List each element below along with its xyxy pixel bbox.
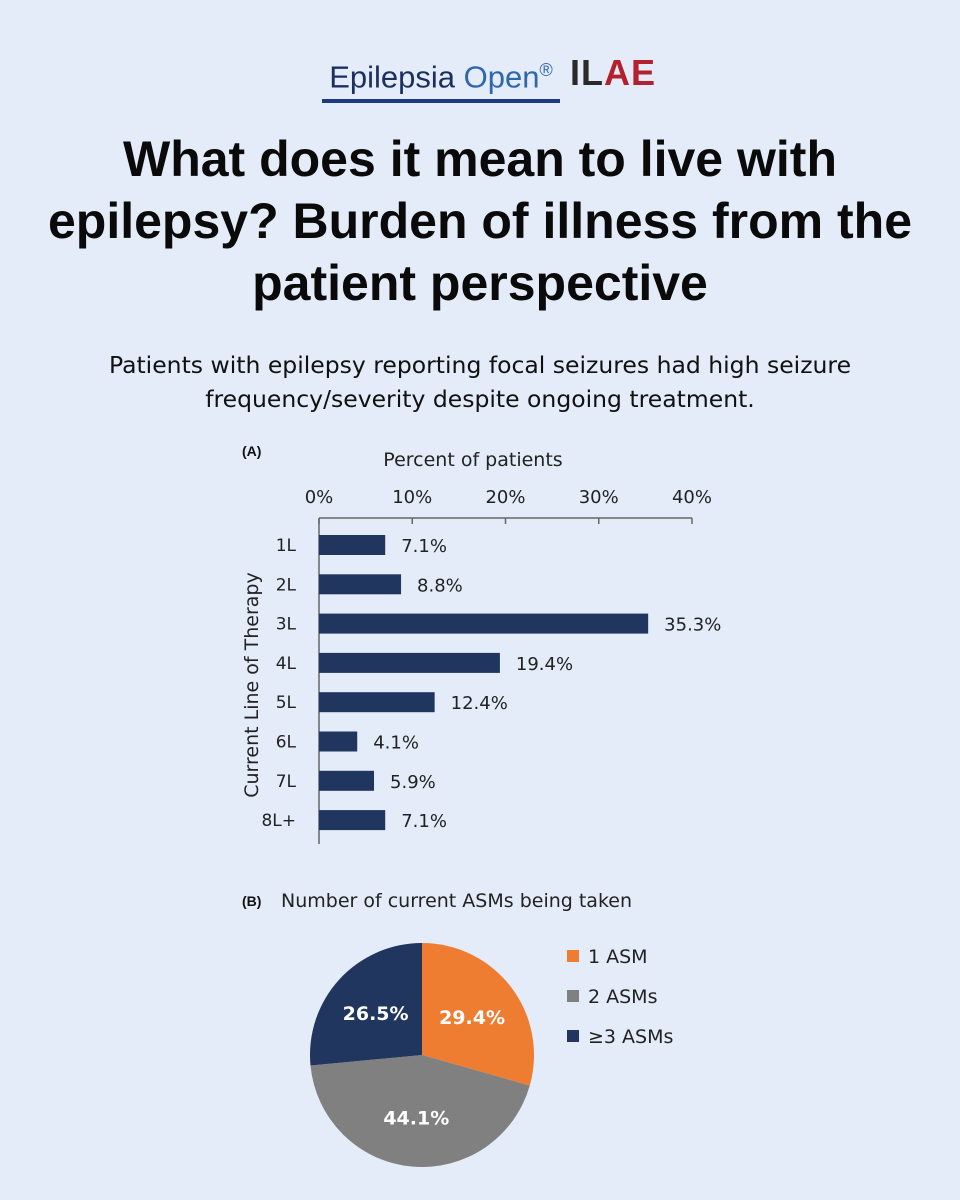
- legend-swatch: [567, 1030, 579, 1042]
- bar: [319, 770, 375, 791]
- x-tick-label: 20%: [485, 487, 525, 508]
- bar-value-label: 5.9%: [390, 772, 436, 793]
- bar-layer: 0% 10% 20% 30% 40% 1L 7.1% 2L 8.8% 3L 35.3% 4L 19.4%…: [261, 487, 721, 844]
- y-tick-label: 7L: [276, 772, 297, 792]
- pie-slice: [310, 1055, 530, 1167]
- society-logo-prefix: IL: [570, 52, 604, 93]
- pie-slice-label: 44.1%: [383, 1107, 449, 1129]
- pie-chart: (B) Number of current ASMs being taken 2…: [242, 890, 673, 1167]
- bar: [319, 731, 358, 752]
- y-tick-label: 6L: [276, 733, 297, 753]
- page-subtitle: Patients with epilepsy reporting focal s…: [108, 351, 852, 413]
- panel-a-label: (A): [242, 443, 261, 459]
- journal-name-part1: Epilepsia: [329, 59, 456, 95]
- bar: [319, 613, 649, 634]
- pie-slice-label: 29.4%: [439, 1007, 505, 1029]
- legend-swatch: [567, 950, 579, 962]
- legend-label: 2 ASMs: [588, 986, 657, 1008]
- legend-label: ≥3 ASMs: [588, 1026, 673, 1048]
- bar-value-label: 8.8%: [417, 575, 463, 596]
- bar-chart: (A) Percent of patients Current Line of …: [241, 443, 721, 844]
- y-tick-label: 2L: [276, 575, 297, 595]
- journal-name-part2: Open: [463, 59, 540, 95]
- y-tick-label: 1L: [276, 536, 297, 556]
- bar-value-label: 35.3%: [664, 615, 721, 636]
- society-logo-suffix: AE: [604, 52, 657, 93]
- bar-value-label: 7.1%: [401, 811, 447, 832]
- registered-mark: ®: [539, 60, 553, 80]
- x-tick-label: 10%: [392, 487, 432, 508]
- x-axis-title: Percent of patients: [383, 449, 562, 471]
- society-logo: ILAE: [570, 50, 656, 96]
- journal-logo: Epilepsia Open®: [322, 50, 560, 104]
- bar-value-label: 4.1%: [373, 733, 419, 754]
- bar-value-label: 7.1%: [401, 536, 447, 557]
- bar: [319, 535, 386, 555]
- bar: [319, 652, 500, 673]
- bar: [319, 692, 435, 713]
- pie-slice: [310, 943, 422, 1066]
- bar-value-label: 12.4%: [451, 693, 508, 714]
- panel-b-label: (B): [242, 893, 261, 909]
- bar: [319, 574, 402, 595]
- y-tick-label: 4L: [276, 654, 297, 674]
- bar: [319, 810, 386, 831]
- header: Epilepsia Open® ILAE: [0, 50, 960, 104]
- pie-legend: 1 ASM 2 ASMs ≥3 ASMs: [567, 946, 673, 1048]
- x-tick-label: 30%: [579, 487, 619, 508]
- bar-value-label: 19.4%: [516, 654, 573, 675]
- pie-layer: 29.4% 44.1% 26.5%: [310, 943, 534, 1167]
- page-title: What does it mean to live with epilepsy?…: [47, 131, 913, 311]
- pie-title: Number of current ASMs being taken: [281, 890, 632, 912]
- pie-slice: [422, 943, 534, 1086]
- legend-label: 1 ASM: [588, 946, 648, 968]
- y-axis-title: Current Line of Therapy: [241, 572, 263, 798]
- y-tick-label: 5L: [276, 693, 297, 713]
- x-tick-label: 0%: [305, 487, 334, 508]
- y-tick-label: 3L: [276, 615, 297, 635]
- pie-slice-label: 26.5%: [343, 1003, 409, 1025]
- y-tick-label: 8L+: [261, 811, 296, 831]
- legend-swatch: [567, 990, 579, 1002]
- x-tick-label: 40%: [672, 487, 712, 508]
